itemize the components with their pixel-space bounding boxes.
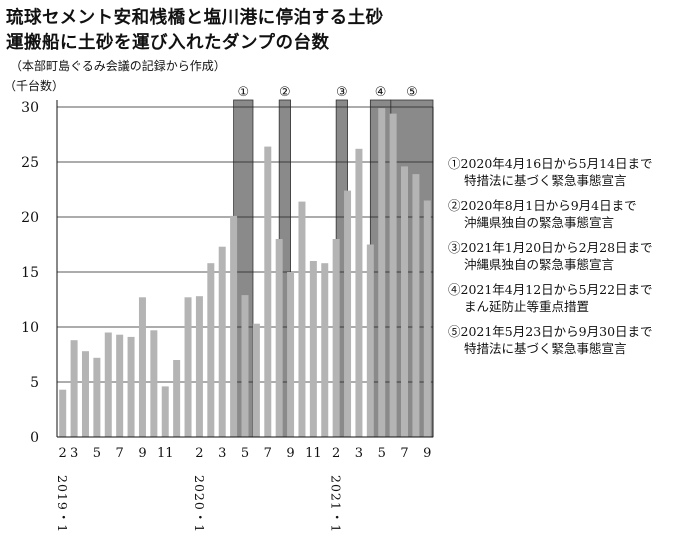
bar-4 [366,244,374,437]
bar-4 [230,215,238,437]
legend-item-1-period: ①2020年4月16日から5月14日まで [448,156,653,171]
y-tick-label-20: 20 [21,210,39,226]
legend-item-5: ⑤2021年5月23日から9月30日まで 特措法に基づく緊急事態宣言 [448,323,653,357]
legend-item-5-period: ⑤2021年5月23日から9月30日まで [448,324,653,339]
x-tick-label-25: 2 [332,446,340,461]
x-year-label-2020: 2020・1 [192,475,207,533]
bar-7 [401,166,409,437]
x-tick-label-29: 5 [378,446,386,461]
bar-6 [252,323,260,437]
bar-12 [184,297,192,437]
bar-3 [81,351,89,437]
bar-6 [116,334,124,437]
bar-3 [218,246,226,437]
bar-8 [275,239,283,437]
shaded-period-label-4: ④ [375,85,387,100]
legend-item-2-period: ②2020年8月1日から9月4日まで [448,198,637,213]
x-tick-label-4: 5 [93,446,101,461]
legend-item-4-measure: まん延防止等重点措置 [464,299,590,314]
bar-5 [104,332,112,437]
bar-10 [298,201,306,437]
bar-3 [355,148,363,438]
x-tick-label-27: 3 [355,446,363,461]
x-tick-label-21: 9 [286,446,294,461]
legend-item-1-measure: 特措法に基づく緊急事態宣言 [464,173,627,188]
x-year-label-2019: 2019・1 [55,475,70,533]
legend-item-5-measure: 特措法に基づく緊急事態宣言 [464,341,627,356]
x-year-label-2021: 2021・1 [329,475,344,533]
bar-12 [321,263,329,437]
x-tick-label-15: 3 [218,446,226,461]
legend-item-1: ①2020年4月16日から5月14日まで 特措法に基づく緊急事態宣言 [448,155,653,189]
y-tick-label-30: 30 [21,100,39,116]
legend-item-2-measure: 沖縄県独自の緊急事態宣言 [464,215,615,230]
y-axis-label: （千台数） [4,79,65,93]
x-tick-label-10: 11 [157,446,174,461]
legend-item-3-measure: 沖縄県独自の緊急事態宣言 [464,257,615,272]
y-tick-label-0: 0 [30,430,39,446]
bar-4 [93,357,101,437]
x-tick-label-6: 7 [116,446,124,461]
chart-title-line-1: 琉球セメント安和桟橋と塩川港に停泊する土砂 [6,8,384,28]
bar-10 [161,386,169,437]
bar-2020.1 [195,296,203,437]
bar-2 [207,263,215,437]
x-tick-label-13: 2 [195,446,203,461]
y-tick-label-10: 10 [21,320,39,336]
y-tick-label-25: 25 [21,155,39,171]
bar-11 [173,360,181,437]
y-tick-label-5: 5 [30,375,39,391]
bar-7 [127,336,135,437]
bar-5 [378,108,386,437]
shaded-period-label-2: ② [279,85,291,100]
chart-title-line-2: 運搬船に土砂を運び入れたダンプの台数 [6,33,330,53]
bar-6 [389,113,397,437]
bar-9 [423,200,431,437]
bar-2019.1 [59,389,67,437]
x-tick-label-17: 5 [241,446,249,461]
shaded-period-label-1: ① [237,85,249,100]
bar-5 [241,295,249,437]
x-tick-label-1: 2 [59,446,67,461]
legend-item-3: ③2021年1月20日から2月28日まで 沖縄県独自の緊急事態宣言 [448,239,653,273]
legend-item-4: ④2021年4月12日から5月22日まで まん延防止等重点措置 [448,281,653,315]
bar-2 [70,340,78,437]
legend-item-4-period: ④2021年4月12日から5月22日まで [448,282,653,297]
bar-9 [150,330,158,437]
x-tick-label-19: 7 [264,446,272,461]
legend-item-3-period: ③2021年1月20日から2月28日まで [448,240,653,255]
bar-7 [264,146,272,437]
x-tick-label-31: 7 [400,446,408,461]
shaded-period-label-5: ⑤ [406,85,418,100]
bar-2 [344,190,352,437]
x-tick-label-23: 11 [305,446,322,461]
bar-11 [309,261,317,437]
legend: ①2020年4月16日から5月14日まで 特措法に基づく緊急事態宣言 ②2020… [448,155,653,365]
bar-2021.1 [332,239,340,437]
y-tick-label-15: 15 [21,265,39,281]
x-tick-label-33: 9 [423,446,431,461]
legend-item-2: ②2020年8月1日から9月4日まで 沖縄県独自の緊急事態宣言 [448,197,653,231]
bar-8 [412,174,420,437]
bar-8 [138,297,146,437]
x-tick-label-8: 9 [138,446,146,461]
x-tick-label-2: 3 [70,446,78,461]
shaded-period-label-3: ③ [336,85,348,100]
chart-subtitle: （本部町島ぐるみ会議の記録から作成） [10,59,226,73]
bar-9 [287,272,295,437]
